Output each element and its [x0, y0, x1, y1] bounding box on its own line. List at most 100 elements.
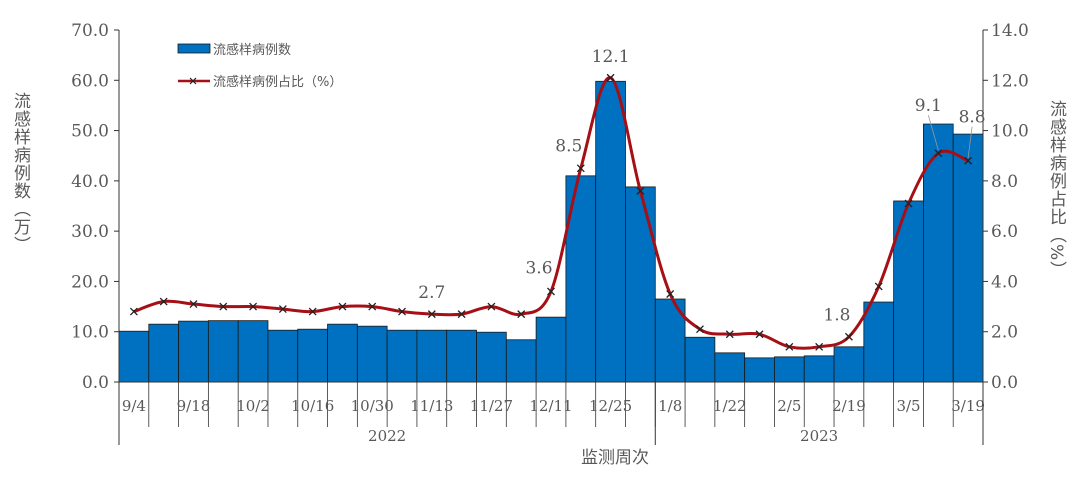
- line-marker: [636, 186, 645, 195]
- x-tick-label: 9/4: [122, 397, 146, 415]
- line-marker: [427, 310, 436, 319]
- x-tick-label: 3/19: [951, 397, 985, 415]
- x-tick-label: 1/8: [658, 397, 682, 415]
- line-marker: [517, 310, 526, 319]
- line-marker: [606, 73, 615, 82]
- bar: [863, 301, 895, 383]
- line-marker: [308, 307, 317, 316]
- data-label: 12.1: [592, 47, 630, 67]
- x-tick-label: 9/18: [177, 397, 211, 415]
- line-marker: [278, 305, 287, 314]
- line-marker: [576, 164, 585, 173]
- line-marker: [696, 325, 704, 334]
- line-marker: [815, 342, 824, 351]
- right-tick-label: 10.0: [991, 122, 1029, 142]
- data-label: 8.8: [959, 108, 986, 128]
- year-label: 2022: [368, 427, 406, 445]
- left-tick-label: 30.0: [71, 222, 109, 242]
- bar: [774, 356, 805, 383]
- left-tick-label: 40.0: [71, 172, 109, 192]
- data-label: 1.8: [823, 306, 850, 326]
- legend-bar-label: 流感样病例数: [213, 42, 291, 58]
- bar: [297, 328, 328, 383]
- line-marker: [666, 290, 675, 298]
- x-tick-label: 10/30: [351, 397, 394, 415]
- data-label: 8.5: [555, 136, 582, 156]
- bar: [237, 320, 269, 383]
- line-marker: [159, 297, 168, 306]
- bar: [118, 330, 150, 383]
- x-tick-label: 1/22: [713, 397, 747, 415]
- right-tick-label: 4.0: [991, 272, 1018, 292]
- line-marker: [725, 330, 734, 339]
- line-marker: [129, 307, 138, 316]
- bar: [595, 80, 626, 383]
- line-marker: [844, 332, 853, 341]
- line-marker: [189, 300, 198, 309]
- left-tick-label: 10.0: [71, 323, 109, 343]
- bar: [714, 352, 746, 383]
- bar: [833, 346, 865, 383]
- bar: [416, 329, 448, 383]
- right-tick-label: 12.0: [991, 71, 1029, 91]
- bar: [535, 316, 567, 383]
- left-tick-label: 0.0: [82, 373, 109, 393]
- right-tick-label: 6.0: [991, 222, 1018, 242]
- right-tick-label: 2.0: [991, 323, 1018, 343]
- bar: [684, 336, 716, 383]
- x-axis-title: 监测周次: [581, 448, 649, 468]
- line-marker: [964, 156, 973, 165]
- left-tick-label: 50.0: [71, 122, 109, 142]
- data-label: 9.1: [915, 96, 942, 116]
- left-tick-label: 20.0: [71, 272, 109, 292]
- bar: [356, 325, 388, 383]
- line-marker: [219, 302, 228, 311]
- bar: [267, 329, 299, 383]
- right-tick-label: 14.0: [991, 21, 1029, 41]
- year-label: 2023: [800, 427, 838, 445]
- bar: [952, 133, 984, 383]
- line-marker: [368, 302, 377, 311]
- x-tick-label: 11/27: [470, 397, 513, 415]
- bar: [803, 355, 835, 383]
- right-tick-label: 8.0: [991, 172, 1018, 192]
- bar: [505, 339, 537, 383]
- line-marker: [547, 287, 555, 296]
- line-marker: [249, 302, 258, 311]
- line-marker: [398, 307, 406, 316]
- data-label: 3.6: [525, 258, 552, 278]
- bar: [148, 323, 179, 383]
- line-marker: [487, 302, 496, 311]
- legend-line-label: 流感样病例占比（%）: [213, 74, 342, 90]
- bar: [386, 329, 418, 383]
- left-tick-label: 60.0: [71, 71, 109, 91]
- data-label: 2.7: [418, 283, 445, 303]
- bar: [207, 320, 239, 383]
- right-tick-label: 0.0: [991, 373, 1018, 393]
- right-axis-title: 流感样病例占比（%）: [1046, 100, 1066, 280]
- bar: [625, 186, 656, 383]
- left-tick-label: 70.0: [71, 21, 109, 41]
- bar: [327, 323, 358, 383]
- annotation-leader: [967, 126, 973, 158]
- bar: [178, 320, 209, 383]
- x-tick-label: 2/5: [777, 397, 801, 415]
- line-marker: [874, 282, 883, 291]
- line-marker: [457, 310, 466, 319]
- legend-line-marker: [189, 77, 197, 85]
- x-tick-label: 12/11: [529, 397, 572, 415]
- bar: [744, 357, 775, 383]
- line-marker: [934, 149, 943, 158]
- x-tick-label: 2/19: [832, 397, 866, 415]
- line-marker: [904, 199, 913, 208]
- left-axis-title: 流感样病例数（万）: [10, 92, 30, 254]
- x-tick-label: 10/2: [236, 397, 270, 415]
- x-tick-label: 10/16: [291, 397, 334, 415]
- line-marker: [755, 330, 764, 339]
- bar: [446, 329, 477, 383]
- annotation-leader: [927, 115, 939, 151]
- line-marker: [785, 342, 794, 351]
- bar: [476, 331, 507, 383]
